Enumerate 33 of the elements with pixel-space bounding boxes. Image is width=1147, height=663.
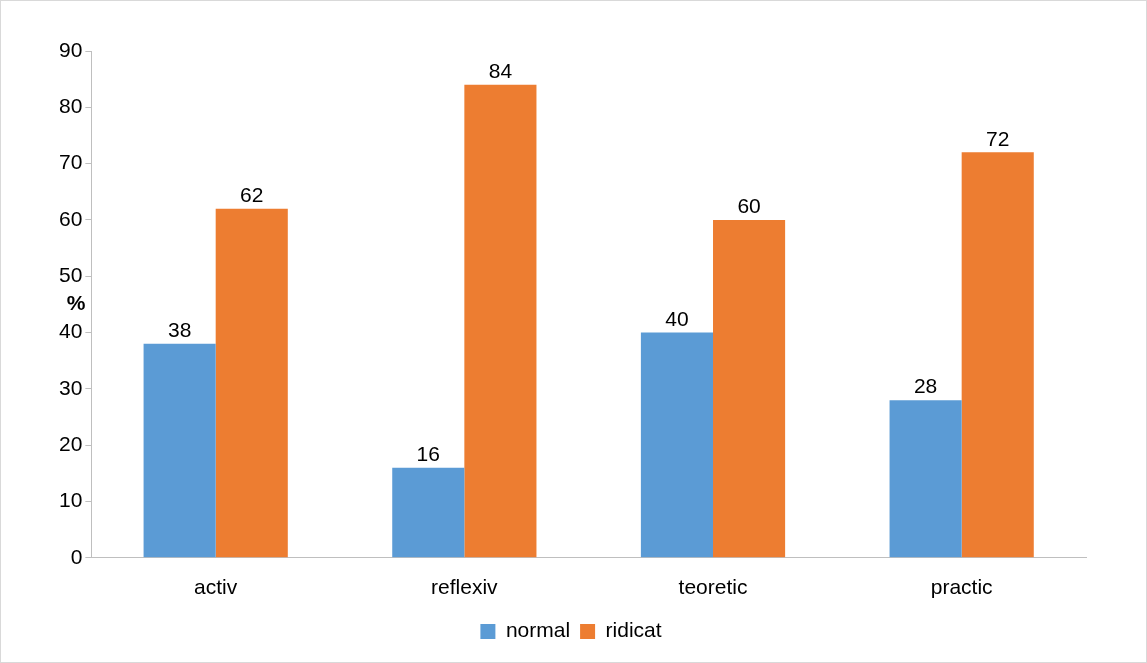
data-label: 40 (665, 306, 689, 330)
y-tick-label: 30 (59, 375, 83, 399)
data-label: 60 (737, 194, 761, 218)
bar (640, 332, 714, 558)
y-tick-label: 80 (59, 94, 83, 118)
bar (143, 343, 216, 558)
y-tick-label: 60 (59, 206, 83, 230)
y-axis-title: % (66, 291, 86, 315)
bar (464, 84, 537, 558)
data-label: 72 (986, 126, 1010, 150)
y-tick-label: 70 (59, 150, 83, 174)
y-tick-label: 50 (59, 263, 83, 287)
data-label: 84 (488, 59, 513, 83)
data-label: 38 (167, 318, 192, 342)
y-tick-label: 90 (59, 37, 83, 61)
x-tick-label: teoretic (678, 575, 748, 599)
y-tick-label: 40 (59, 319, 83, 343)
y-tick-label: 10 (59, 488, 83, 512)
x-tick-label: reflexiv (431, 575, 499, 599)
legend-label: normal (505, 618, 571, 642)
bar (215, 208, 288, 558)
bar (713, 219, 786, 558)
y-tick-label: 20 (59, 431, 83, 455)
legend-label: ridicat (605, 618, 662, 642)
x-tick-label: practic (930, 575, 993, 599)
y-tick-label: 0 (70, 544, 83, 568)
data-label: 16 (416, 442, 440, 465)
data-label: 28 (913, 374, 938, 398)
bar (392, 467, 465, 558)
bar (961, 152, 1034, 558)
data-label: 62 (240, 182, 264, 206)
x-tick-label: activ (194, 575, 238, 599)
bar (889, 400, 962, 558)
